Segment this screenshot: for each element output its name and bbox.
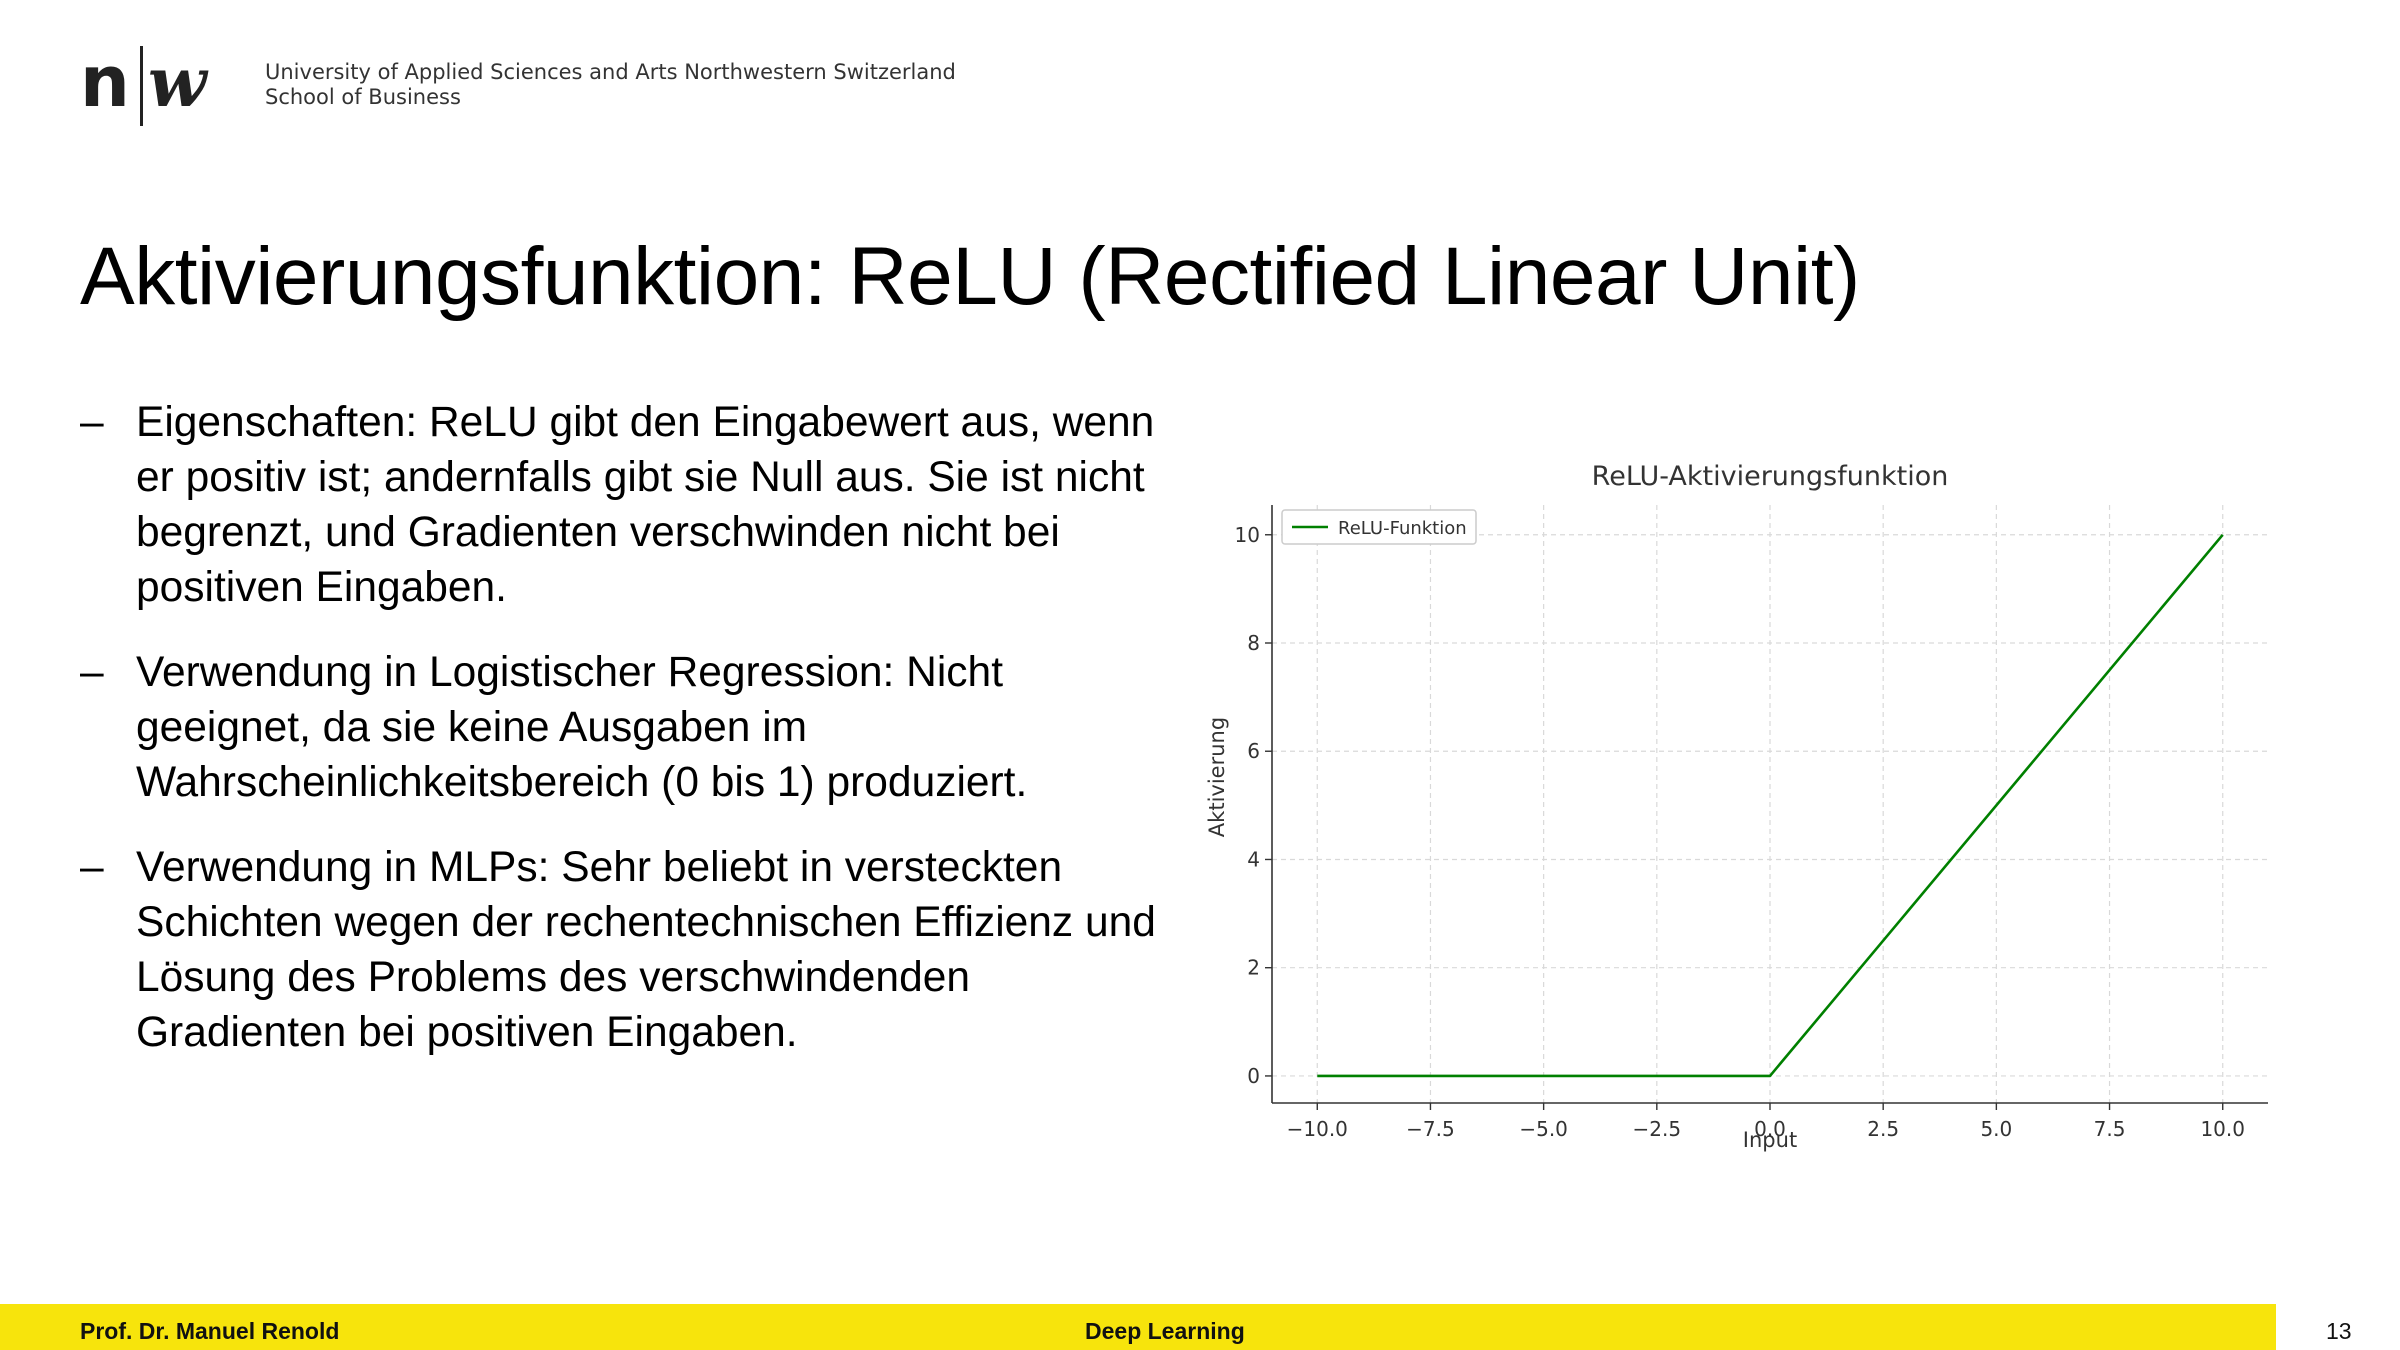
y-axis-label: Aktivierung	[1205, 717, 1229, 837]
bullet-list: – Eigenschaften: ReLU gibt den Eingabewe…	[80, 395, 1160, 1090]
x-tick-label: 7.5	[2094, 1117, 2126, 1141]
x-tick-label: −7.5	[1406, 1117, 1455, 1141]
svg-text:n: n	[80, 41, 130, 123]
bullet-dash: –	[80, 399, 104, 446]
legend-label: ReLU-Funktion	[1338, 518, 1467, 539]
x-tick-label: 0.0	[1754, 1117, 1786, 1141]
relu-line	[1317, 533, 2224, 1078]
chart-ticks: −10.0 −7.5 −5.0 −2.5 0.0 2.5 5.0 7.5 10.0 0 2 4 6 8 10	[1235, 523, 2245, 1141]
x-tick-label: −2.5	[1633, 1117, 1682, 1141]
chart-legend: ReLU-Funktion	[1281, 509, 1477, 545]
chart-title: ReLU-Aktivierungsfunktion	[1592, 461, 1949, 492]
page-number: 13	[2326, 1318, 2352, 1344]
bullet-item: – Verwendung in MLPs: Sehr beliebt in ve…	[80, 840, 1160, 1060]
y-tick-label: 8	[1247, 631, 1260, 655]
nw-logo-mark: n w	[80, 41, 209, 126]
y-tick-label: 0	[1247, 1064, 1260, 1088]
slide-title: Aktivierungsfunktion: ReLU (Rectified Li…	[80, 231, 1860, 322]
x-axis-label: Input	[1743, 1128, 1797, 1152]
org-line-2: School of Business	[265, 85, 461, 109]
bullet-item: – Eigenschaften: ReLU gibt den Eingabewe…	[80, 395, 1160, 615]
relu-chart: ReLU-Aktivierungsfunktion −10.0 −7.5 −5.0−…	[1205, 461, 2268, 1152]
y-tick-label: 4	[1247, 847, 1260, 871]
legend-box	[1281, 509, 1477, 545]
org-line-1: University of Applied Sciences and Arts …	[265, 60, 956, 84]
bullet-text: Verwendung in MLPs: Sehr beliebt in vers…	[136, 844, 1156, 1056]
bullet-text: Verwendung in Logistischer Regression: N…	[136, 649, 1028, 806]
bullet-dash: –	[80, 844, 104, 891]
x-tick-label: 2.5	[1867, 1117, 1899, 1141]
school-logo: n w University of Applied Sciences and A…	[80, 40, 980, 130]
svg-text:w: w	[148, 43, 209, 123]
y-tick-label: 2	[1247, 956, 1260, 980]
x-tick-label: −5.0	[1519, 1117, 1568, 1141]
x-tick-label: 5.0	[1980, 1117, 2012, 1141]
x-tick-label: 10.0	[2200, 1117, 2245, 1141]
y-tick-label: 10	[1235, 523, 1260, 547]
chart-grid	[1272, 505, 2268, 1103]
chart-series	[1317, 533, 2224, 1078]
footer-bar	[0, 1304, 2276, 1350]
bullet-item: – Verwendung in Logistischer Regression:…	[80, 645, 1160, 810]
y-tick-label: 6	[1247, 739, 1260, 763]
footer-author: Prof. Dr. Manuel Renold	[80, 1318, 340, 1344]
organization-name: University of Applied Sciences and Arts …	[265, 60, 956, 110]
x-tick-label: −10.0	[1287, 1117, 1348, 1141]
footer-course: Deep Learning	[1085, 1318, 1245, 1344]
bullet-text: Eigenschaften: ReLU gibt den Eingabewert…	[136, 399, 1155, 611]
bullet-dash: –	[80, 649, 104, 696]
